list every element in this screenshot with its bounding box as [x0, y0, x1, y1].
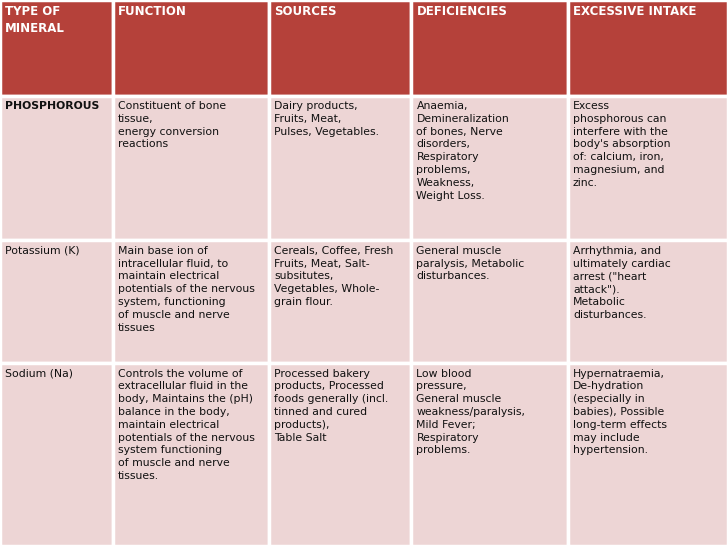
Text: Processed bakery
products, Processed
foods generally (incl.
tinned and cured
pro: Processed bakery products, Processed foo… — [274, 369, 389, 443]
Text: Excess
phosphorous can
interfere with the
body's absorption
of: calcium, iron,
m: Excess phosphorous can interfere with th… — [573, 101, 670, 188]
Text: Cereals, Coffee, Fresh
Fruits, Meat, Salt-
subsitutes,
Vegetables, Whole-
grain : Cereals, Coffee, Fresh Fruits, Meat, Sal… — [274, 246, 394, 307]
Bar — [113, 96, 269, 240]
Bar — [568, 363, 728, 546]
Bar — [113, 363, 269, 546]
Bar — [568, 96, 728, 240]
Text: Hypernatraemia,
De-hydration
(especially in
babies), Possible
long-term effects
: Hypernatraemia, De-hydration (especially… — [573, 369, 667, 455]
Bar — [269, 96, 411, 240]
Bar — [568, 240, 728, 363]
Text: TYPE OF
MINERAL: TYPE OF MINERAL — [5, 5, 65, 35]
Bar — [0, 363, 113, 546]
Bar — [113, 240, 269, 363]
Bar — [0, 96, 113, 240]
Text: Dairy products,
Fruits, Meat,
Pulses, Vegetables.: Dairy products, Fruits, Meat, Pulses, Ve… — [274, 101, 379, 136]
Text: Anaemia,
Demineralization
of bones, Nerve
disorders,
Respiratory
problems,
Weakn: Anaemia, Demineralization of bones, Nerv… — [416, 101, 509, 200]
Text: FUNCTION: FUNCTION — [118, 5, 187, 19]
Bar — [568, 0, 728, 96]
Text: Controls the volume of
extracellular fluid in the
body, Maintains the (pH)
balan: Controls the volume of extracellular flu… — [118, 369, 255, 481]
Bar — [411, 96, 568, 240]
Bar — [0, 0, 113, 96]
Bar — [113, 0, 269, 96]
Text: Potassium (K): Potassium (K) — [5, 246, 80, 256]
Bar — [0, 240, 113, 363]
Bar — [411, 363, 568, 546]
Text: PHOSPHOROUS: PHOSPHOROUS — [5, 101, 99, 111]
Bar — [269, 363, 411, 546]
Bar — [411, 0, 568, 96]
Text: Sodium (Na): Sodium (Na) — [5, 369, 73, 378]
Text: EXCESSIVE INTAKE: EXCESSIVE INTAKE — [573, 5, 696, 19]
Bar — [269, 240, 411, 363]
Text: Low blood
pressure,
General muscle
weakness/paralysis,
Mild Fever;
Respiratory
p: Low blood pressure, General muscle weakn… — [416, 369, 526, 455]
Bar — [269, 0, 411, 96]
Text: General muscle
paralysis, Metabolic
disturbances.: General muscle paralysis, Metabolic dist… — [416, 246, 525, 281]
Bar — [411, 240, 568, 363]
Text: DEFICIENCIES: DEFICIENCIES — [416, 5, 507, 19]
Text: Main base ion of
intracellular fluid, to
maintain electrical
potentials of the n: Main base ion of intracellular fluid, to… — [118, 246, 255, 333]
Text: SOURCES: SOURCES — [274, 5, 337, 19]
Text: Arrhythmia, and
ultimately cardiac
arrest ("heart
attack").
Metabolic
disturbanc: Arrhythmia, and ultimately cardiac arres… — [573, 246, 670, 320]
Text: Constituent of bone
tissue,
energy conversion
reactions: Constituent of bone tissue, energy conve… — [118, 101, 226, 150]
